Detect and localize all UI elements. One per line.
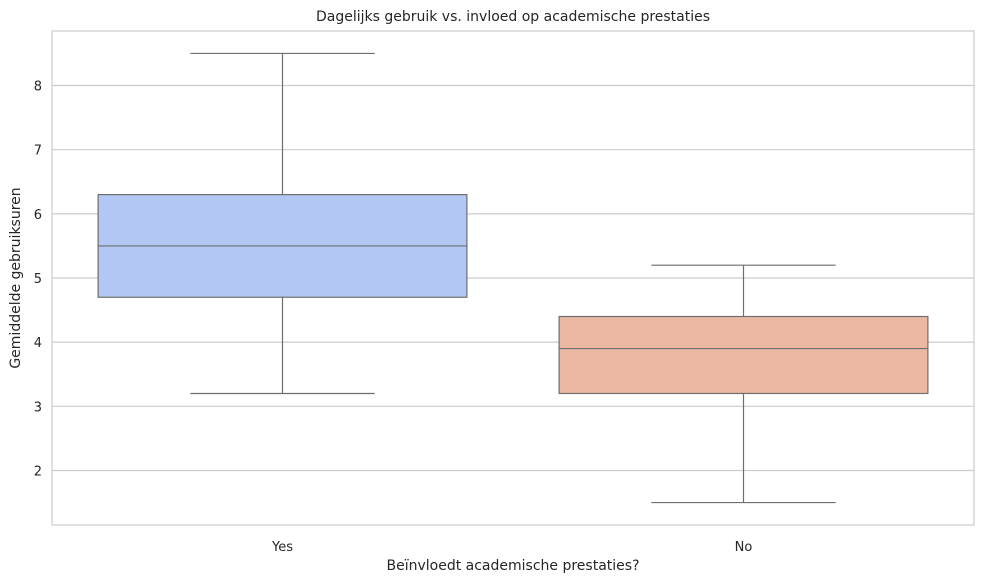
y-tick-label: 2 <box>34 464 42 479</box>
y-tick-label: 5 <box>34 272 42 287</box>
iqr-box <box>558 315 929 395</box>
y-tick-label: 6 <box>34 208 42 223</box>
boxes <box>97 52 929 504</box>
y-tick-label: 8 <box>34 80 42 95</box>
x-tick-label: No <box>735 540 753 555</box>
x-axis-label: Beïnvloedt academische prestaties? <box>387 558 640 574</box>
y-axis-label: Gemiddelde gebruiksuren <box>8 187 24 368</box>
y-tick-label: 4 <box>34 336 42 351</box>
x-tick-label: Yes <box>271 540 293 555</box>
box-no <box>558 264 929 504</box>
plot-frame <box>51 30 975 526</box>
box-yes <box>97 52 468 395</box>
chart-title: Dagelijks gebruik vs. invloed op academi… <box>316 9 710 25</box>
y-tick-label: 7 <box>34 144 42 159</box>
y-tick-labels: 2 3 4 5 6 7 8 <box>34 80 42 480</box>
y-tick-label: 3 <box>34 400 42 415</box>
x-tick-labels: Yes No <box>271 540 752 555</box>
